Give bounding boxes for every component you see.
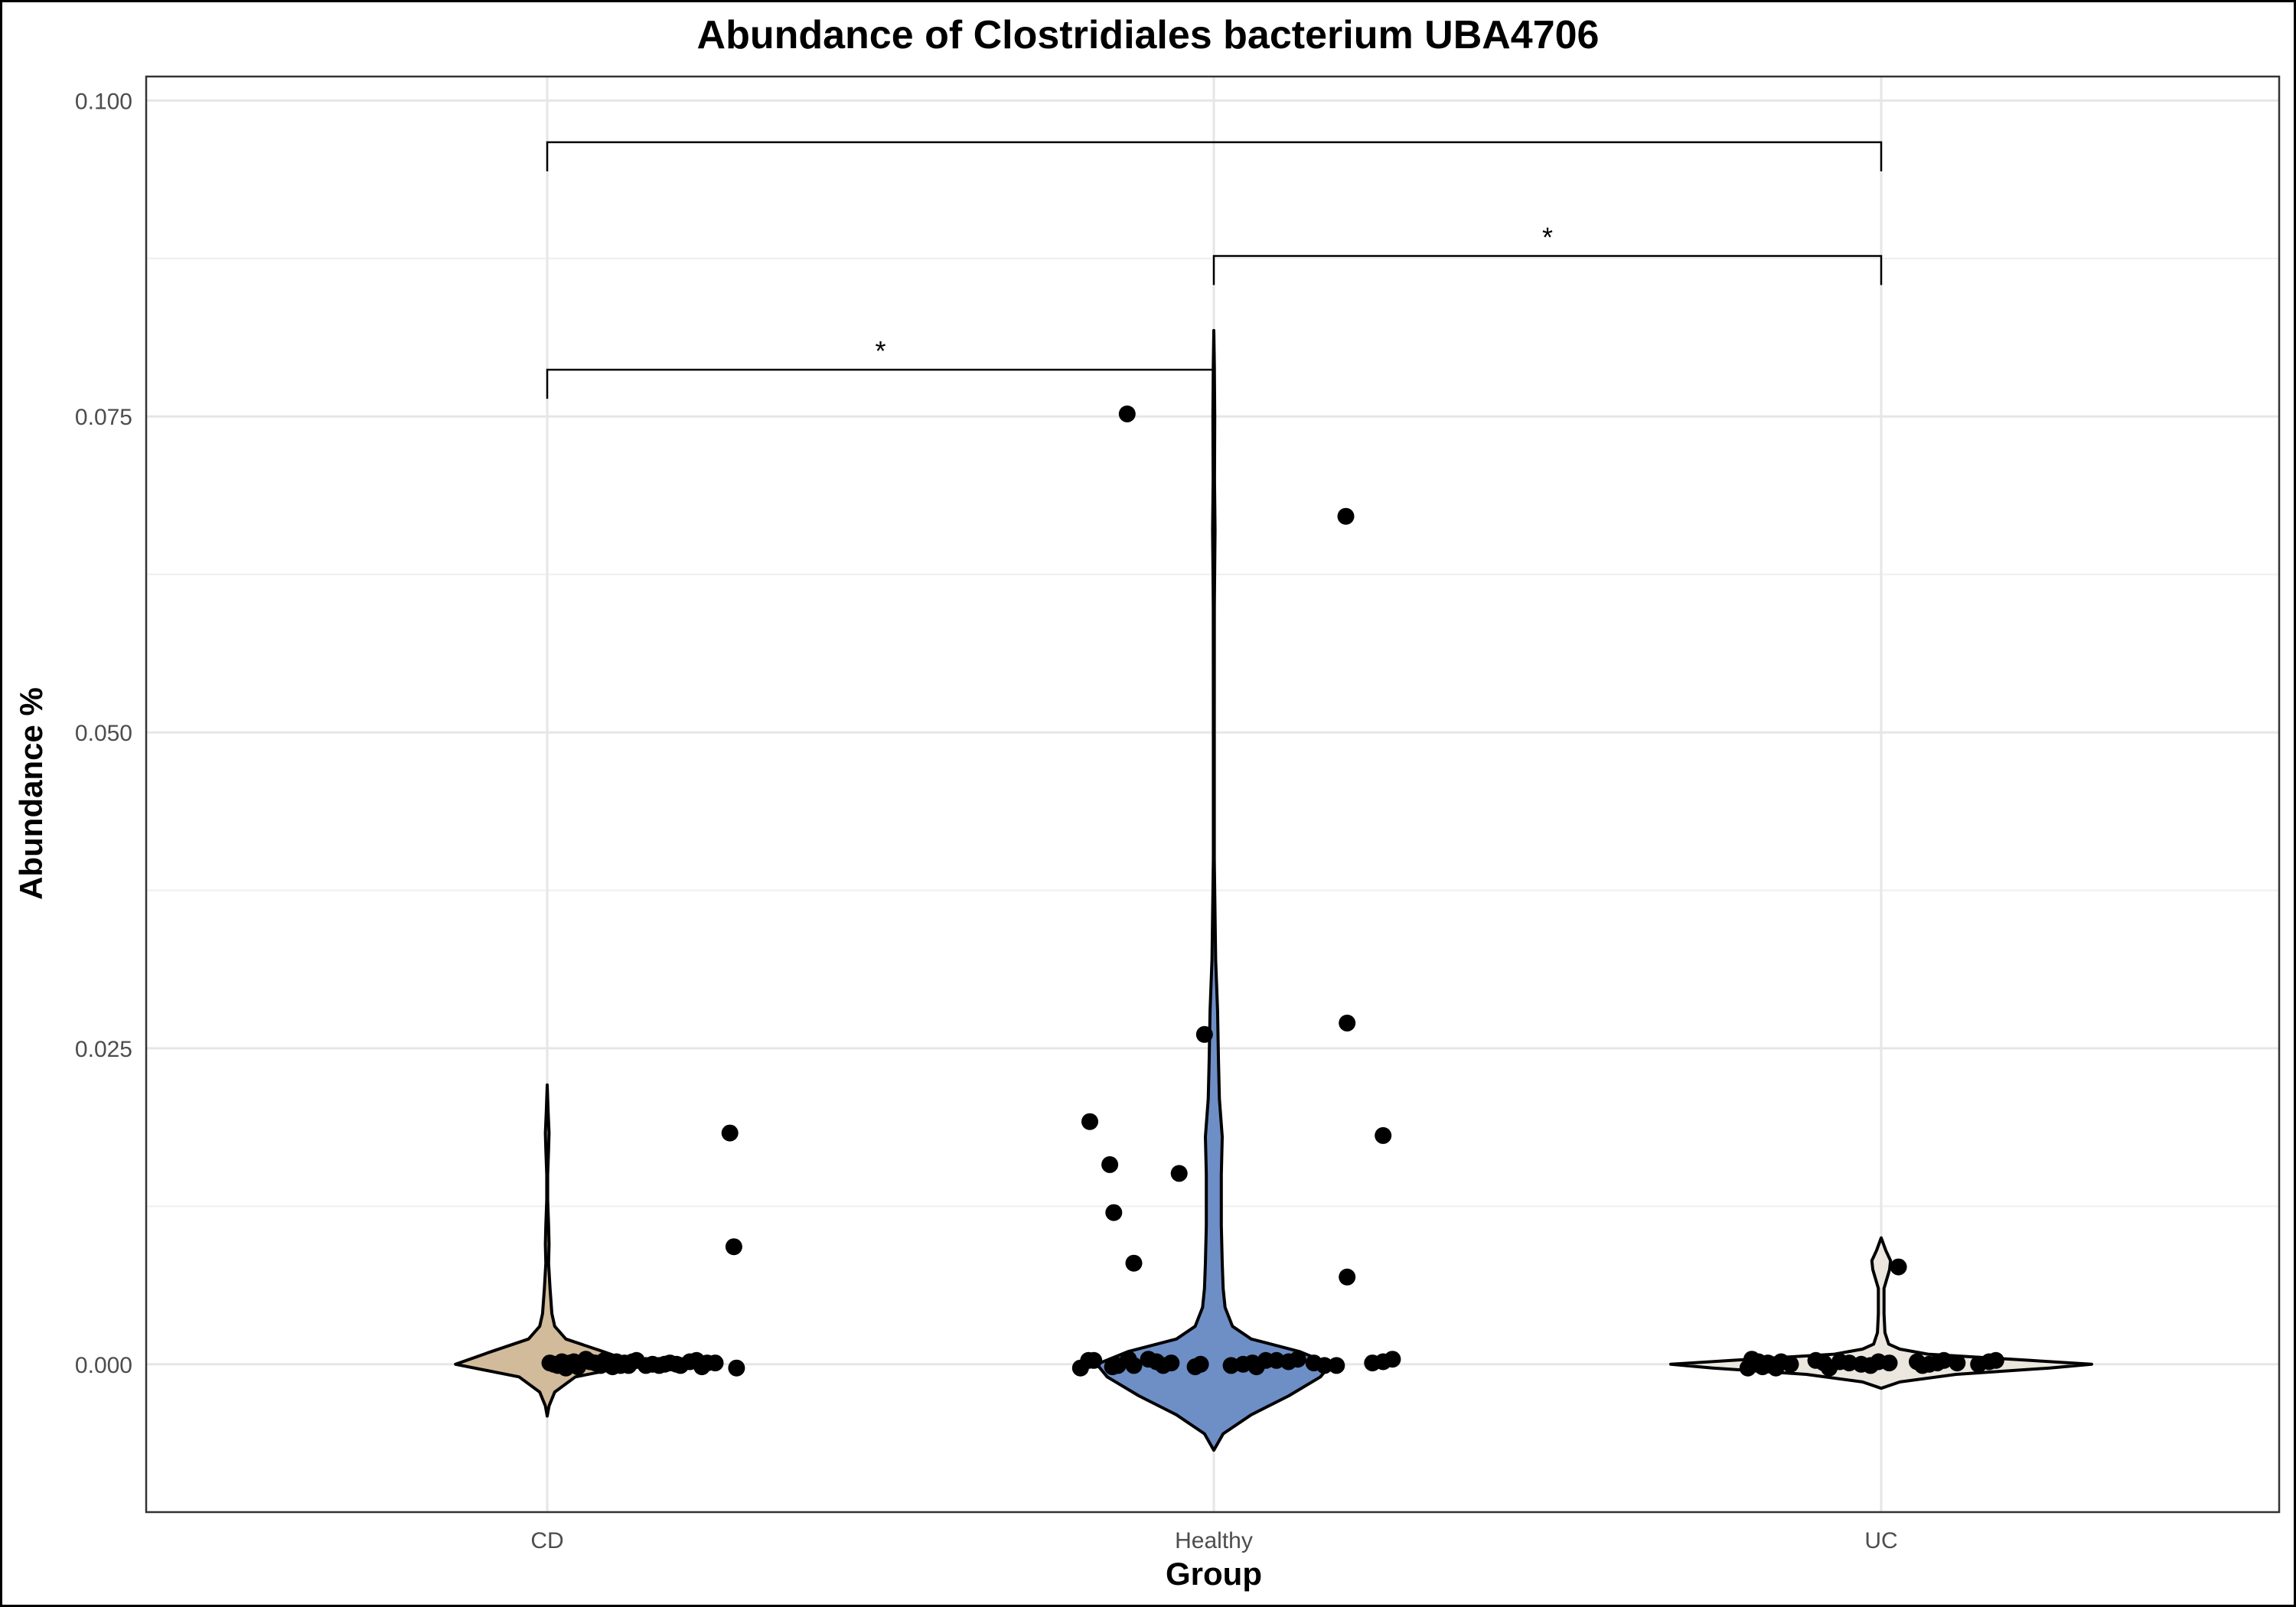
data-point: [1384, 1351, 1401, 1368]
data-point: [1125, 1254, 1143, 1272]
data-point: [1890, 1258, 1907, 1276]
data-point: [1339, 1268, 1356, 1286]
data-point: [1085, 1351, 1103, 1369]
violins: [454, 328, 2093, 1452]
x-axis-title: Group: [1166, 1556, 1262, 1592]
data-point: [1195, 1025, 1213, 1043]
significance-brackets: **: [546, 141, 1883, 399]
significance-bracket: [546, 368, 1215, 399]
data-point: [725, 1238, 742, 1256]
significance-bracket: [1212, 255, 1883, 285]
y-tick-label: 0.100: [75, 89, 132, 114]
data-point: [1081, 1113, 1098, 1130]
data-point: [706, 1354, 724, 1372]
x-axis-tick-labels: CD Healthy UC: [530, 1528, 1897, 1553]
data-point: [1987, 1351, 2004, 1369]
y-axis-tick-labels: 0.000 0.025 0.050 0.075 0.100: [75, 89, 132, 1377]
x-tick-label: CD: [530, 1528, 563, 1553]
data-point: [1316, 1357, 1333, 1374]
data-point: [1880, 1354, 1898, 1372]
data-point: [1375, 1126, 1392, 1144]
panel-border: [145, 75, 2281, 1514]
y-tick-label: 0.050: [75, 721, 132, 746]
data-point: [1328, 1357, 1345, 1374]
data-point: [1949, 1354, 1966, 1372]
violin-uc: [1669, 1236, 2093, 1390]
data-point: [1118, 405, 1136, 422]
data-point: [1935, 1351, 1952, 1369]
y-tick-label: 0.000: [75, 1353, 132, 1378]
x-tick-label: Healthy: [1175, 1528, 1253, 1553]
significance-bracket: [546, 141, 1883, 171]
data-point: [721, 1124, 739, 1142]
y-axis-title: Abundance %: [13, 687, 49, 900]
significance-label: *: [1542, 222, 1553, 253]
significance-label: *: [875, 335, 885, 367]
data-point: [1163, 1354, 1180, 1372]
data-point: [1125, 1357, 1143, 1374]
chart-title: Abundance of Clostridiales bacterium UBA…: [697, 13, 1600, 57]
data-point: [1337, 507, 1355, 525]
data-points: [541, 405, 2004, 1377]
data-point: [728, 1359, 745, 1377]
data-point: [1782, 1355, 1799, 1373]
x-tick-label: UC: [1864, 1528, 1897, 1553]
y-tick-label: 0.075: [75, 405, 132, 430]
data-point: [1289, 1351, 1306, 1368]
violin-healthy: [1095, 328, 1332, 1452]
y-tick-label: 0.025: [75, 1037, 132, 1062]
data-point: [1170, 1165, 1188, 1182]
data-point: [1192, 1355, 1209, 1373]
data-point: [1105, 1204, 1123, 1221]
data-point: [1101, 1156, 1119, 1173]
violin-cd: [454, 1083, 641, 1418]
data-point: [1339, 1014, 1356, 1032]
